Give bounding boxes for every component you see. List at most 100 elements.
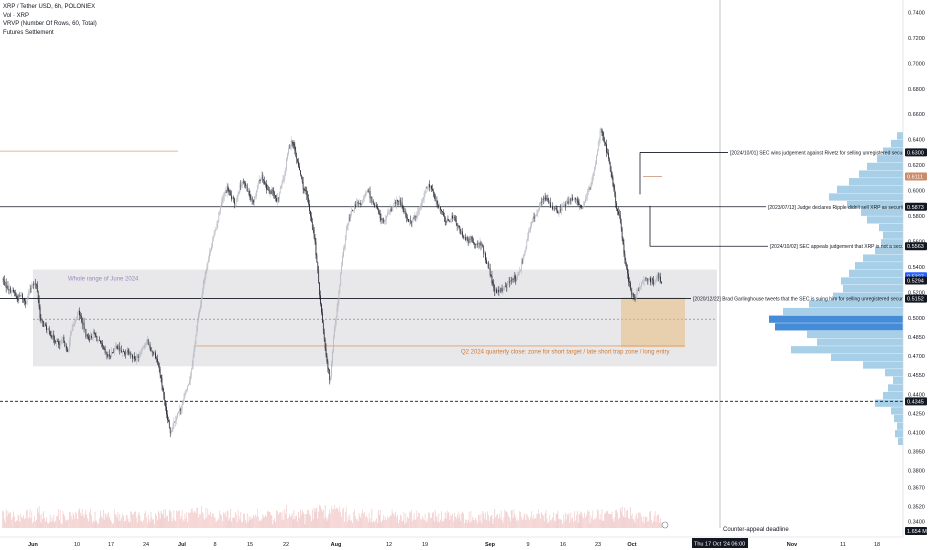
candle-body (486, 260, 487, 264)
volume-bar (585, 517, 586, 528)
candle-body (29, 287, 31, 293)
candle-body (659, 276, 661, 279)
volume-bar (224, 512, 226, 528)
volume-bar (627, 509, 628, 528)
candle-body (430, 185, 431, 188)
volume-bar (457, 511, 459, 528)
candle-body (431, 185, 432, 190)
volume-bar (278, 512, 280, 528)
candle-body (109, 353, 111, 357)
candle-body (349, 217, 351, 219)
candle-body (269, 190, 271, 194)
candle-body (474, 243, 475, 245)
candle-body (555, 207, 557, 210)
volume-bar (402, 520, 404, 528)
volume-profile-row (841, 277, 903, 285)
volume-bar (66, 520, 67, 528)
volume-profile-row (861, 208, 903, 216)
volume-bar (18, 515, 20, 528)
volume-bar (334, 509, 336, 528)
volume-bar (433, 521, 435, 528)
volume-bar (16, 520, 18, 528)
price-axis[interactable]: 0.74000.72000.70000.68000.66000.64000.62… (902, 0, 932, 550)
volume-bar (116, 517, 118, 528)
volume-bar (623, 517, 625, 528)
volume-bar (568, 512, 570, 528)
vrvp-indicator-label[interactable]: VRVP (Number Of Rows, 60, Total) (3, 21, 97, 27)
volume-bar (198, 517, 199, 528)
volume-bar (273, 519, 275, 528)
candle-body (22, 294, 23, 299)
candle-body (487, 262, 488, 264)
candle-body (36, 284, 38, 292)
candle-body (117, 348, 119, 350)
candle-body (286, 159, 287, 169)
volume-bar (534, 517, 536, 528)
volume-bar (65, 519, 67, 528)
volume-bar (122, 513, 123, 528)
volume-indicator-label[interactable]: Vol · XRP (3, 12, 30, 19)
time-tick-label: 23 (595, 542, 601, 548)
candle-body (132, 354, 133, 359)
candle-body (339, 284, 341, 293)
symbol-title[interactable]: XRP / Tether USD, 6h, POLONIEX (3, 4, 96, 10)
volume-bar (256, 516, 257, 528)
candle-body (140, 353, 142, 355)
volume-bar (586, 509, 588, 528)
candle-body (383, 219, 385, 222)
volume-bar (427, 518, 429, 528)
volume-bar (139, 515, 141, 528)
volume-bar (225, 517, 227, 528)
volume-bar (420, 518, 421, 528)
candle-body (8, 289, 10, 291)
candle-body (568, 199, 570, 204)
volume-bar (386, 520, 387, 528)
volume-bar (528, 517, 529, 528)
volume-bar (152, 519, 154, 528)
candle-body (415, 215, 417, 217)
candle-body (581, 207, 583, 209)
candle-body (488, 268, 490, 269)
volume-profile-row (791, 346, 903, 354)
price-label-text: 0.4345 (907, 399, 924, 405)
candle-body (299, 166, 300, 171)
volume-profile-row (881, 239, 903, 247)
volume-bar (514, 514, 516, 528)
candle-body (405, 211, 407, 217)
volume-bar (245, 523, 247, 528)
candle-body (270, 190, 272, 194)
volume-bar (206, 517, 208, 528)
candle-body (330, 376, 331, 381)
volume-bar (604, 513, 606, 528)
zone-layer (0, 0, 721, 528)
volume-bar (54, 522, 56, 528)
volume-bar (572, 517, 573, 528)
candle-body (224, 192, 226, 194)
candle-body (601, 129, 603, 133)
candle-body (329, 370, 331, 381)
futures-settlement-label[interactable]: Futures Settlement (3, 29, 54, 36)
volume-bar (372, 522, 374, 528)
volume-profile-row (849, 178, 903, 186)
candle-body (315, 241, 317, 256)
candle-body (498, 289, 499, 293)
candle-body (273, 190, 275, 194)
candle-body (56, 341, 57, 343)
volume-bar (47, 522, 48, 528)
volume-bar (512, 518, 514, 528)
volume-bar (64, 516, 66, 528)
candle-body (162, 385, 164, 392)
candle-body (546, 198, 548, 200)
volume-bar (587, 512, 589, 528)
volume-bar (200, 514, 201, 528)
volume-bar (383, 515, 385, 528)
volume-bar (121, 517, 122, 528)
time-axis[interactable]: Jun 10 17 24 Jul 8 15 22 Aug 12 19 Sep 9 16 23 Oct Nov 11… (0, 536, 903, 550)
volume-bar (574, 510, 575, 528)
volume-bar (279, 512, 281, 528)
volume-bar (2, 510, 3, 528)
candle-body (464, 236, 465, 238)
candle-body (129, 353, 131, 354)
volume-bar (606, 510, 607, 528)
